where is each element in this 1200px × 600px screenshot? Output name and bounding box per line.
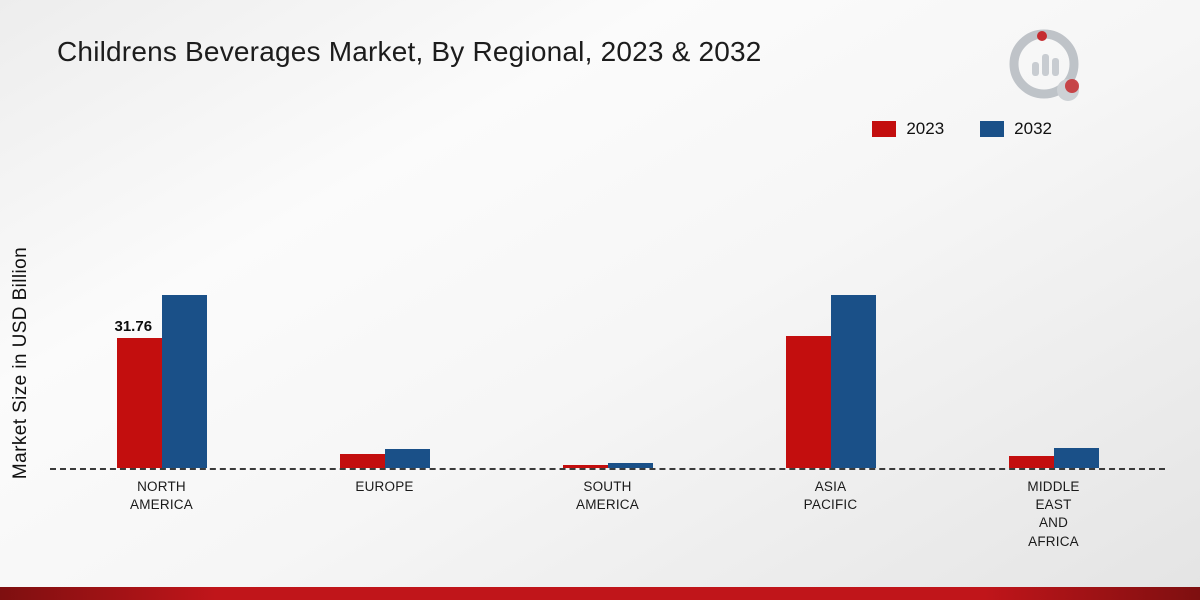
bar-value-label: 31.76 bbox=[114, 318, 153, 336]
category-label: ASIA PACIFIC bbox=[803, 479, 858, 513]
bar-2032-south-america bbox=[607, 462, 653, 468]
bar-group: ASIA PACIFIC bbox=[719, 288, 942, 512]
bar-2023-europe bbox=[339, 453, 385, 468]
bar-2032-europe bbox=[384, 449, 430, 468]
legend: 2023 2032 bbox=[872, 119, 1052, 139]
chart-title: Childrens Beverages Market, By Regional,… bbox=[57, 36, 762, 67]
y-axis-label: Market Size in USD Billion bbox=[10, 246, 31, 480]
bar-group: 31.76 NORTH AMERICA bbox=[50, 288, 273, 512]
legend-label-2023: 2023 bbox=[906, 119, 945, 138]
bar-2023-south-america bbox=[562, 464, 608, 468]
legend-item-2023: 2023 bbox=[872, 119, 944, 139]
bar-group: EUROPE bbox=[273, 288, 496, 494]
bar-2032-north-america bbox=[161, 295, 207, 468]
category-label: SOUTH AMERICA bbox=[576, 479, 639, 513]
bar-2023-north-america: 31.76 bbox=[115, 318, 162, 468]
bar-2032-asia-pacific bbox=[830, 295, 876, 468]
category-label: MIDDLE EAST AND AFRICA bbox=[1027, 479, 1080, 549]
bar-group: SOUTH AMERICA bbox=[496, 288, 719, 512]
category-label: EUROPE bbox=[355, 479, 414, 494]
brand-logo-icon bbox=[1009, 29, 1079, 101]
legend-item-2032: 2032 bbox=[980, 119, 1052, 139]
bar-2032-middle-east-and-africa bbox=[1053, 448, 1099, 468]
bar-2023-asia-pacific bbox=[785, 336, 831, 468]
footer-stripe bbox=[0, 587, 1200, 600]
legend-label-2032: 2032 bbox=[1014, 119, 1052, 138]
category-label: NORTH AMERICA bbox=[130, 479, 193, 513]
bar-2023-middle-east-and-africa bbox=[1008, 456, 1054, 468]
bar-group: MIDDLE EAST AND AFRICA bbox=[942, 288, 1165, 549]
legend-swatch-2032 bbox=[980, 121, 1005, 137]
plot-area: 31.76 NORTH AMERICA EUROPE SOUTH AMERICA ASI… bbox=[50, 288, 1165, 549]
legend-swatch-2023 bbox=[872, 121, 897, 137]
bar-groups: 31.76 NORTH AMERICA EUROPE SOUTH AMERICA ASI… bbox=[50, 288, 1165, 549]
